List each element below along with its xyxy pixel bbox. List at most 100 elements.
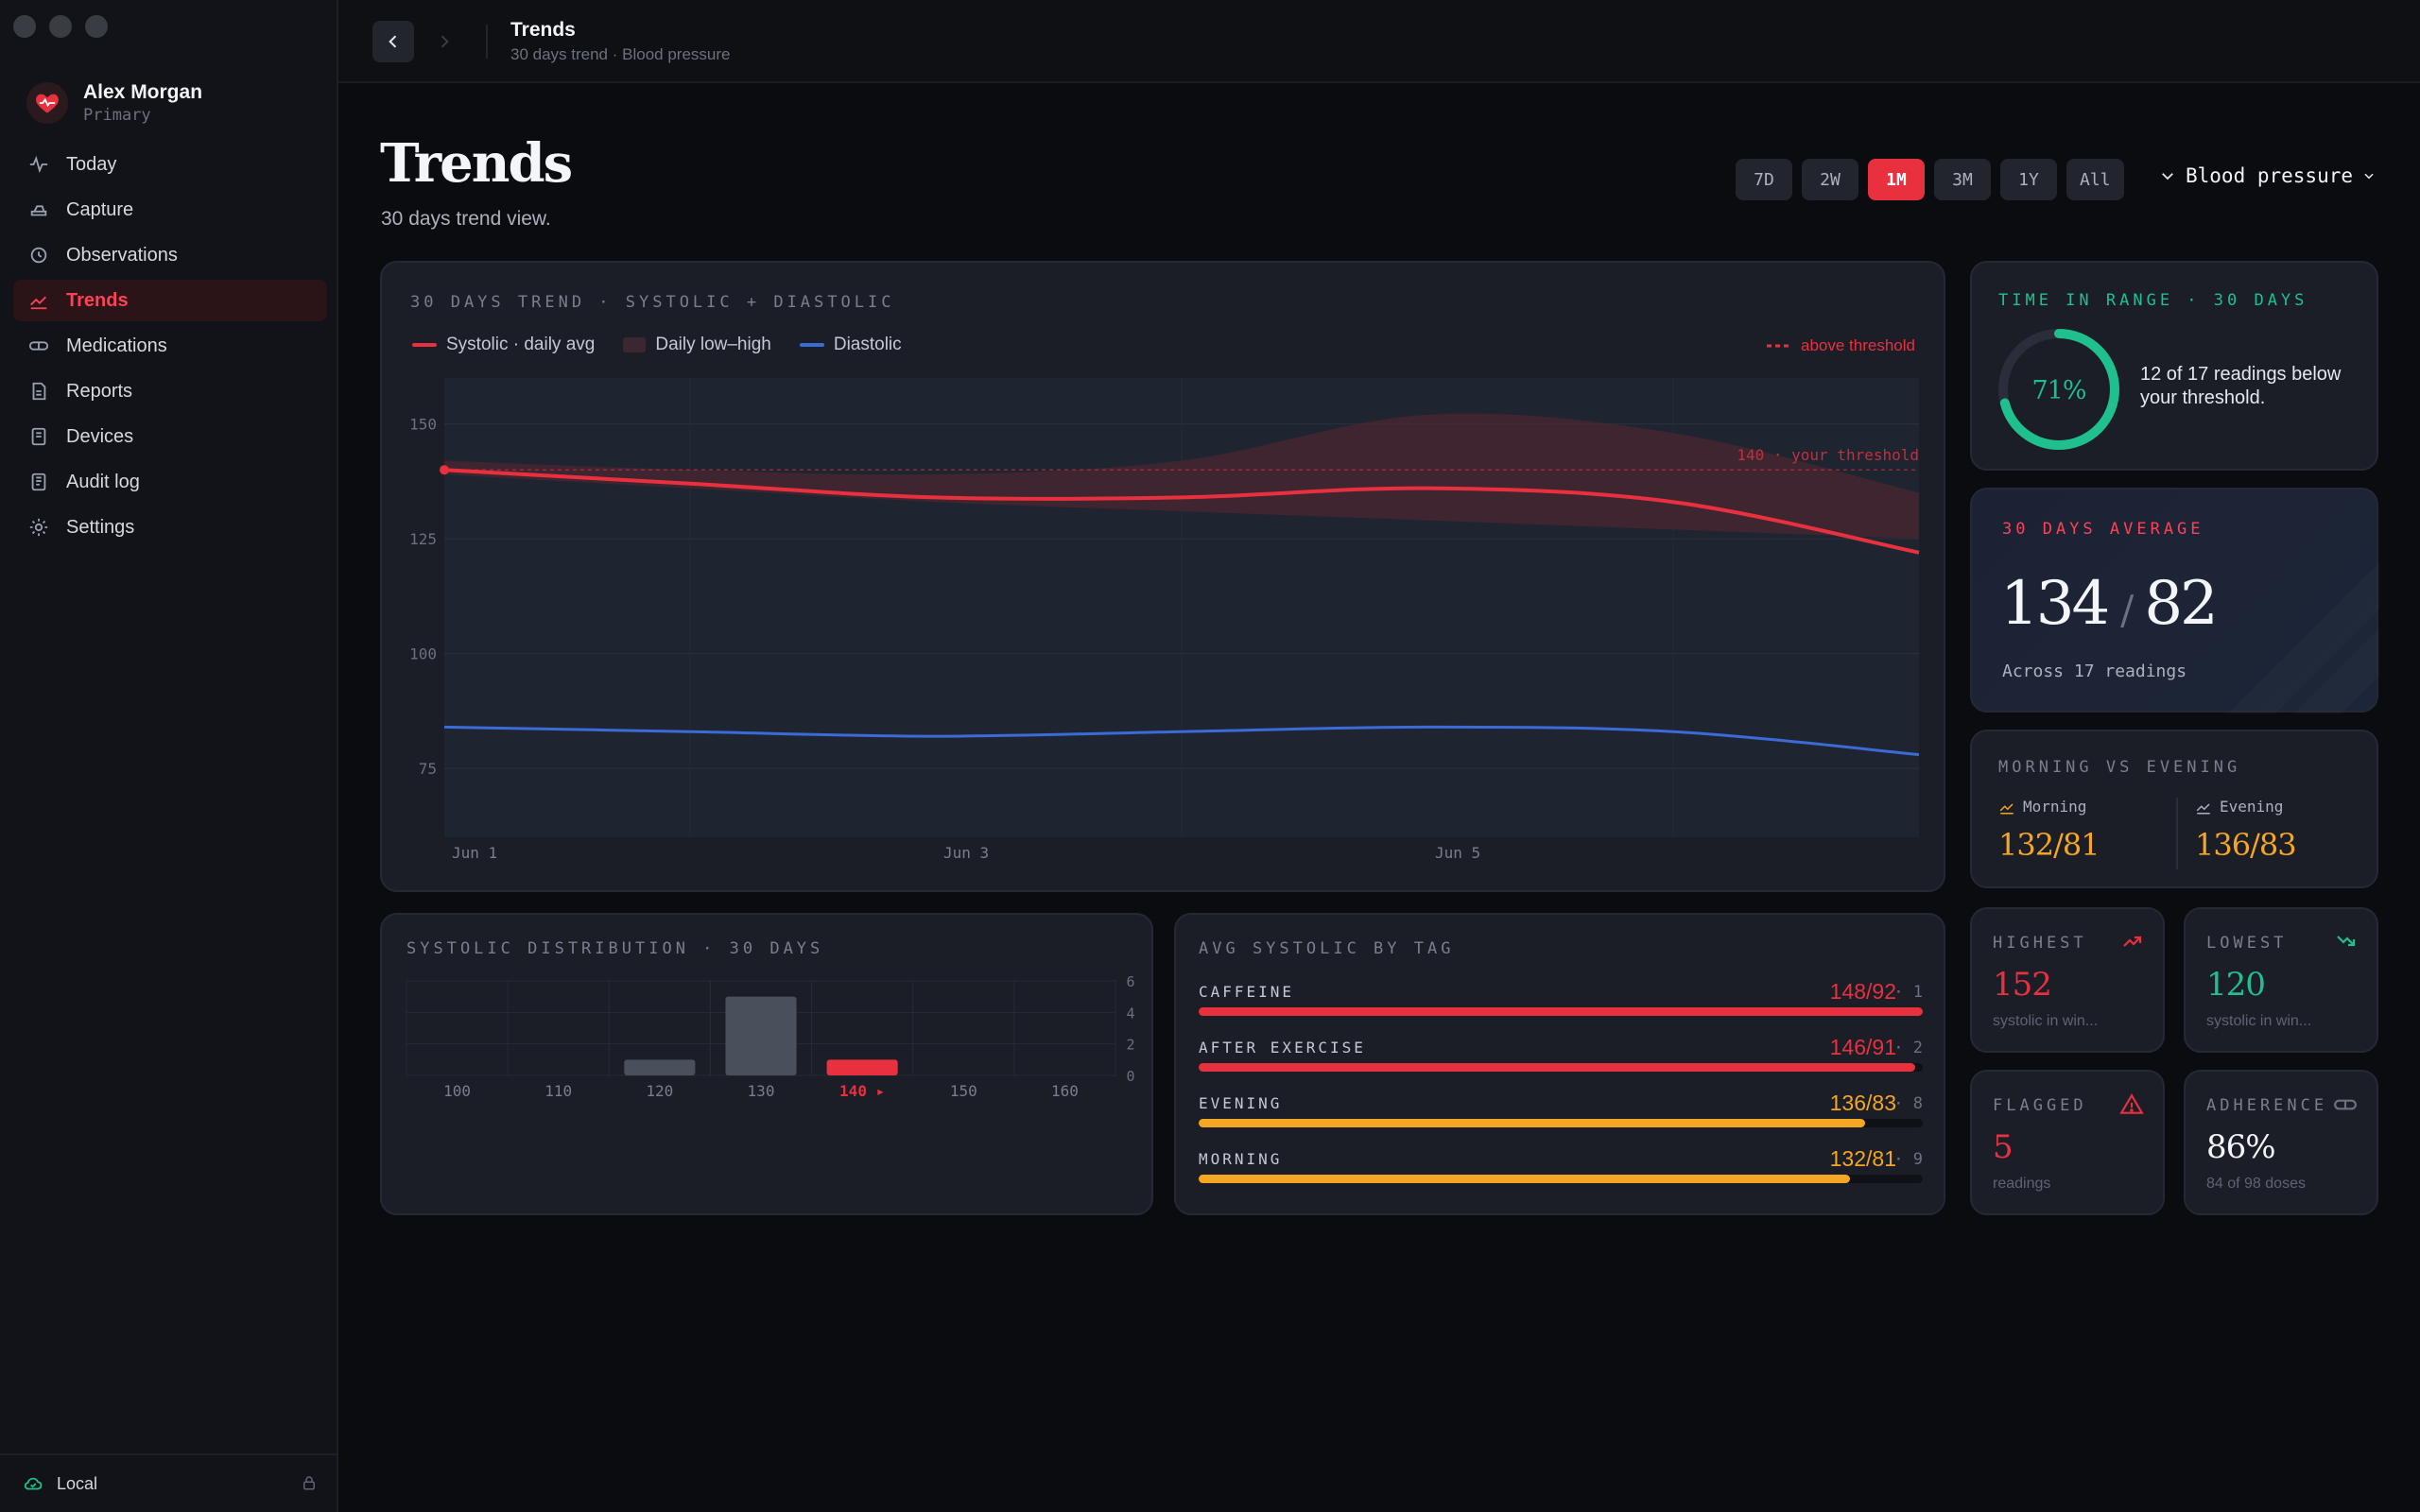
sidebar-item-observations[interactable]: Observations xyxy=(13,234,327,276)
sidebar-item-audit-log[interactable]: Audit log xyxy=(13,461,327,503)
tag-value: 136/83 xyxy=(1829,1091,1896,1115)
distribution-bar[interactable] xyxy=(826,1059,898,1075)
pill-icon xyxy=(28,341,49,351)
y-tick-label: 0 xyxy=(1126,1068,1134,1085)
storage-status[interactable]: Local xyxy=(0,1453,338,1512)
range-all[interactable]: All xyxy=(2066,159,2124,200)
legend-systolic: Systolic · daily avg xyxy=(412,335,595,355)
sidebar-item-today[interactable]: Today xyxy=(13,144,327,185)
legend-threshold: above threshold xyxy=(1767,336,1915,355)
pill-icon xyxy=(2334,1099,2357,1110)
tag-bar xyxy=(1199,1119,1865,1127)
profile-switcher[interactable]: Alex Morgan Primary xyxy=(26,81,202,125)
range-1m[interactable]: 1M xyxy=(1868,159,1925,200)
sidebar-item-reports[interactable]: Reports xyxy=(13,370,327,412)
flagged-title: FLAGGED xyxy=(1993,1096,2087,1115)
legend-diastolic-label: Diastolic xyxy=(833,335,902,354)
distribution-card: 0 2 4 6 100 110 120 130 140 ▸ 150 160 SYSTOLIC DIS… xyxy=(380,913,1153,1215)
top-bar: Trends 30 days trend · Blood pressure xyxy=(338,0,2420,83)
flagged-card: FLAGGED 5 readings xyxy=(1970,1070,2165,1215)
header-divider xyxy=(486,25,488,59)
x-tick-label: Jun 3 xyxy=(943,844,989,862)
trend-icon xyxy=(30,296,47,310)
sidebar-item-devices[interactable]: Devices xyxy=(13,416,327,457)
forward-button[interactable] xyxy=(424,21,465,62)
y-tick-label: 6 xyxy=(1126,973,1134,990)
systolic-point[interactable] xyxy=(440,465,449,475)
morning-evening-title: MORNING VS EVENING xyxy=(1998,758,2241,777)
low-high-band xyxy=(444,413,1919,540)
lowest-value: 120 xyxy=(2206,966,2266,1004)
sidebar-item-label: Settings xyxy=(66,516,135,538)
tags-card: AVG SYSTOLIC BY TAG CAFFEINE 148/92 · 1 AFT… xyxy=(1174,913,1945,1215)
distribution-bar[interactable] xyxy=(725,996,797,1075)
x-tick-label: 110 xyxy=(544,1082,572,1100)
chevron-down-icon xyxy=(2162,173,2173,180)
sidebar-item-settings[interactable]: Settings xyxy=(13,507,327,548)
x-tick-label: 150 xyxy=(950,1082,977,1100)
time-in-range-card: TIME IN RANGE · 30 DAYS 71% 12 of 17 rea… xyxy=(1970,261,2378,471)
tag-count: · 9 xyxy=(1893,1150,1923,1169)
chevron-left-icon xyxy=(389,35,397,48)
distribution-chart[interactable]: 0 2 4 6 100 110 120 130 140 ▸ 150 160 xyxy=(382,915,1155,1217)
sidebar-item-medications[interactable]: Medications xyxy=(13,325,327,367)
trend-up-icon xyxy=(2123,936,2142,947)
y-tick-label: 100 xyxy=(409,645,437,663)
evening-column: Evening 136/83 xyxy=(2195,798,2297,863)
metric-dropdown[interactable]: Blood pressure xyxy=(2159,164,2376,187)
adherence-value: 86% xyxy=(2206,1128,2276,1166)
range-1y[interactable]: 1Y xyxy=(2000,159,2057,200)
sidebar-item-capture[interactable]: Capture xyxy=(13,189,327,231)
average-value: 134/82 xyxy=(2000,569,2219,639)
highest-title: HIGHEST xyxy=(1993,934,2087,953)
tag-row[interactable]: AFTER EXERCISE 146/91 · 2 xyxy=(1199,1035,1923,1095)
warning-icon xyxy=(2119,1093,2144,1114)
tag-name: CAFFEINE xyxy=(1199,983,1295,1001)
tag-row[interactable]: CAFFEINE 148/92 · 1 xyxy=(1199,979,1923,1040)
x-tick-label: 140 ▸ xyxy=(839,1082,885,1100)
tag-row[interactable]: MORNING 132/81 · 9 xyxy=(1199,1146,1923,1207)
close-window-button[interactable] xyxy=(13,15,36,38)
adherence-title: ADHERENCE xyxy=(2206,1096,2328,1115)
profile-name: Alex Morgan xyxy=(83,81,203,103)
trend-up-icon xyxy=(1999,802,2014,814)
profile-role: Primary xyxy=(83,106,151,125)
evening-label: Evening xyxy=(2220,798,2284,816)
zoom-window-button[interactable] xyxy=(85,15,108,38)
lowest-sub: systolic in win... xyxy=(2206,1013,2312,1029)
sidebar-item-label: Devices xyxy=(66,425,134,447)
lock-icon[interactable] xyxy=(301,1474,318,1491)
y-tick-label: 75 xyxy=(419,760,437,778)
dashed-line-icon xyxy=(1767,344,1792,348)
history-icon xyxy=(30,247,47,264)
flagged-value: 5 xyxy=(1993,1128,2014,1166)
x-tick-label: 120 xyxy=(646,1082,673,1100)
tag-value: 148/92 xyxy=(1829,979,1896,1004)
minimize-window-button[interactable] xyxy=(49,15,72,38)
sidebar-item-label: Observations xyxy=(66,244,178,266)
range-3m[interactable]: 3M xyxy=(1934,159,1991,200)
header-subtitle: 30 days trend · Blood pressure xyxy=(510,45,731,63)
y-tick-label: 150 xyxy=(409,416,437,434)
adherence-sub: 84 of 98 doses xyxy=(2206,1176,2306,1192)
distribution-bar[interactable] xyxy=(624,1059,696,1075)
y-tick-label: 125 xyxy=(409,530,437,548)
window-controls xyxy=(13,15,108,38)
gear-icon xyxy=(29,518,48,537)
legend-band-label: Daily low–high xyxy=(655,335,771,354)
morning-label: Morning xyxy=(2023,798,2087,816)
tag-name: AFTER EXERCISE xyxy=(1199,1039,1366,1057)
sidebar-item-label: Today xyxy=(66,153,117,175)
distribution-title: SYSTOLIC DISTRIBUTION · 30 DAYS xyxy=(406,939,824,958)
tag-row[interactable]: EVENING 136/83 · 8 xyxy=(1199,1091,1923,1151)
average-systolic: 134 xyxy=(2000,569,2110,639)
trend-chart[interactable]: 75 100 125 150 Jun 1 Jun 3 Jun 5 140 · your thr… xyxy=(382,263,1947,894)
range-2w[interactable]: 2W xyxy=(1802,159,1858,200)
pulse-icon xyxy=(29,155,48,174)
sidebar-item-trends[interactable]: Trends xyxy=(13,280,327,321)
time-in-range-percent: 71% xyxy=(2031,376,2085,405)
range-7d[interactable]: 7D xyxy=(1736,159,1792,200)
evening-value: 136/83 xyxy=(2195,827,2297,863)
storage-label: Local xyxy=(57,1473,98,1493)
back-button[interactable] xyxy=(372,21,414,62)
